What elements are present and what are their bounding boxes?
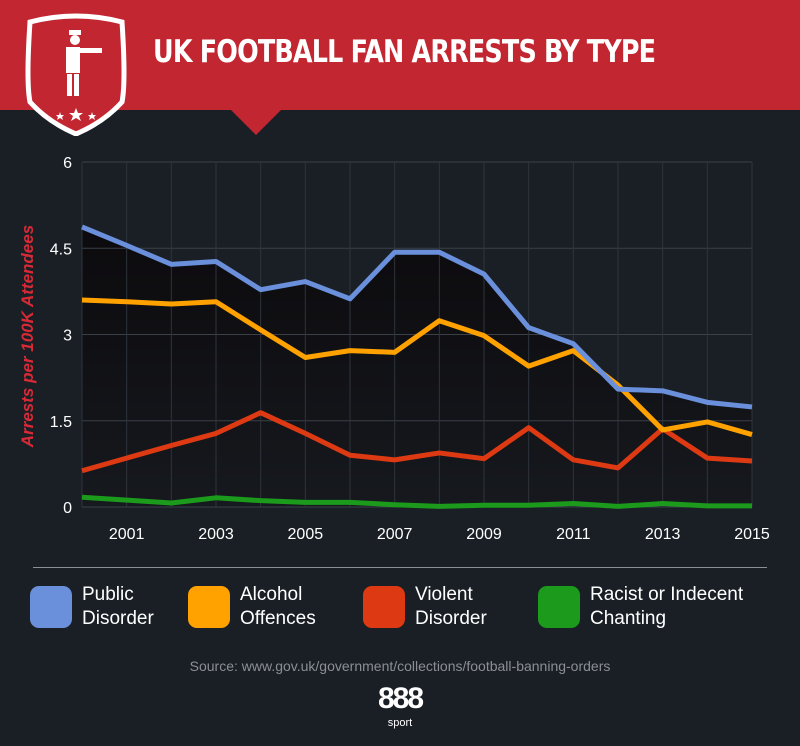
y-tick-label: 3 <box>63 328 72 345</box>
y-axis-label: Arrests per 100K Attendees <box>18 224 37 448</box>
x-tick-label: 2009 <box>466 526 502 543</box>
legend-swatch <box>363 586 405 628</box>
police-officer-badge-icon <box>25 13 127 136</box>
series-line-racist-or-indecent-chanting <box>81 494 752 509</box>
source-note: Source: www.gov.uk/government/collection… <box>189 658 611 674</box>
series-line-violent-disorder <box>81 410 753 474</box>
x-tick-label: 2003 <box>198 526 234 543</box>
legend-label: Racist or Indecent <box>590 584 744 605</box>
legend-swatch <box>538 586 580 628</box>
legend-label: Violent <box>415 584 473 605</box>
x-tick-label: 2007 <box>377 526 413 543</box>
legend-swatch <box>30 586 72 628</box>
legend-label: Offences <box>240 608 316 629</box>
x-tick-label: 2015 <box>734 526 770 543</box>
divider <box>33 567 767 568</box>
header-banner <box>0 0 800 110</box>
page-title: UK FOOTBALL FAN ARRESTS BY TYPE <box>153 34 656 70</box>
x-tick-label: 2011 <box>556 526 591 543</box>
x-tick-label: 2013 <box>645 526 681 543</box>
logo-subtext: sport <box>387 717 413 729</box>
y-tick-label: 4.5 <box>50 241 72 258</box>
legend: Public Disorder Alcohol Offences Violent Di… <box>30 583 768 631</box>
x-tick-label: 2001 <box>109 526 145 543</box>
888sport-logo: 888 sport <box>362 682 438 730</box>
legend-item-violent-disorder: Violent Disorder <box>363 583 538 631</box>
logo-text: 888 <box>377 682 424 715</box>
banner-pointer <box>230 109 282 135</box>
y-tick-label: 1.5 <box>50 414 72 431</box>
legend-swatch <box>188 586 230 628</box>
series-line-alcohol-offences <box>81 297 753 437</box>
area-fill <box>82 226 752 507</box>
line-chart: 0 1.5 3 4.5 6 2001 2003 2005 2007 2009 2011 2013 201… <box>50 155 770 543</box>
legend-label: Chanting <box>590 608 667 629</box>
series-line-public-disorder <box>81 224 753 410</box>
y-tick-label: 0 <box>63 500 72 517</box>
legend-label: Alcohol <box>240 584 303 605</box>
x-tick-label: 2005 <box>288 526 324 543</box>
legend-label: Disorder <box>415 608 487 629</box>
legend-item-alcohol-offences: Alcohol Offences <box>188 583 363 631</box>
legend-item-public-disorder: Public Disorder <box>30 583 188 631</box>
legend-item-racist-chanting: Racist or Indecent Chanting <box>538 583 768 631</box>
legend-label: Disorder <box>82 608 154 629</box>
legend-label: Public <box>82 584 134 605</box>
y-tick-label: 6 <box>63 155 72 172</box>
